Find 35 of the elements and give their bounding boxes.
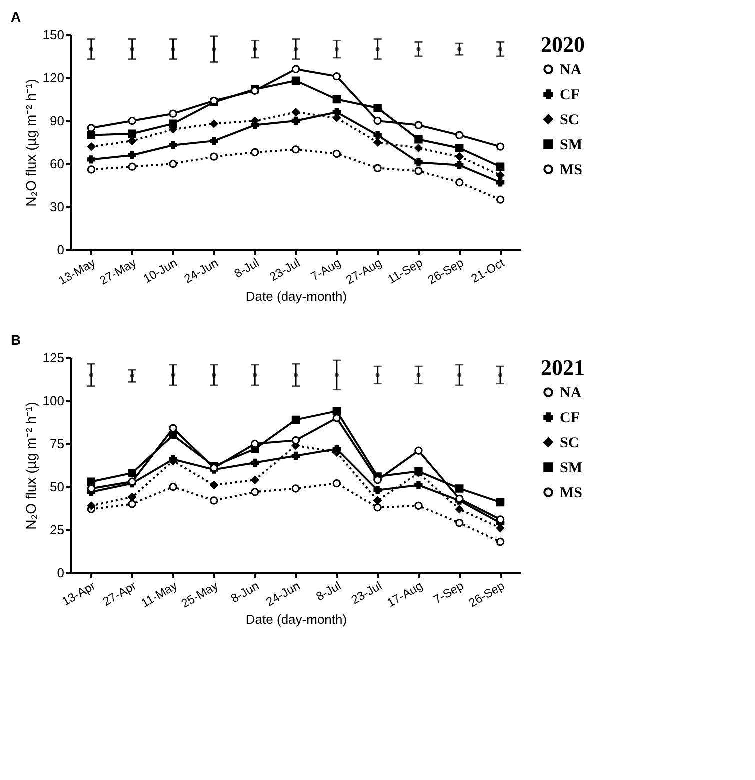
y-tick-label: 150 bbox=[42, 28, 64, 42]
y-tick-label: 90 bbox=[50, 114, 64, 128]
legend-label: SC bbox=[560, 112, 580, 128]
legend-title: 2021 bbox=[541, 355, 585, 380]
legend-label: SM bbox=[560, 460, 582, 476]
y-tick-label: 60 bbox=[50, 156, 64, 172]
legend-label: CF bbox=[560, 410, 580, 426]
x-tick-label: 7-Sep bbox=[431, 578, 466, 607]
legend-label: NA bbox=[560, 62, 582, 78]
x-axis-title: Date (day-month) bbox=[246, 289, 348, 304]
legend-label: SM bbox=[560, 138, 582, 154]
legend-label: SC bbox=[560, 436, 580, 452]
x-tick-label: 8-Jul bbox=[314, 578, 344, 604]
y-tick-label: 120 bbox=[42, 70, 64, 86]
y-tick-label: 50 bbox=[50, 480, 64, 494]
chart-title: A bbox=[11, 9, 22, 25]
y-tick-label: 25 bbox=[50, 522, 64, 538]
legend-label: MS bbox=[560, 162, 582, 178]
y-tick-label: 0 bbox=[57, 242, 64, 258]
chart-title: B bbox=[11, 332, 22, 348]
y-tick-label: 0 bbox=[57, 566, 64, 580]
y-axis-title: N₂O flux (µg m⁻² h⁻¹) bbox=[22, 402, 39, 530]
y-tick-label: 125 bbox=[42, 350, 64, 366]
x-tick-label: 8-Jun bbox=[228, 578, 262, 606]
x-axis-title: Date (day-month) bbox=[246, 612, 348, 628]
y-axis-title: N₂O flux (µg m⁻² h⁻¹) bbox=[22, 79, 39, 207]
x-tick-label: 7-Aug bbox=[308, 256, 344, 284]
y-tick-label: 30 bbox=[50, 200, 64, 214]
legend-title: 2020 bbox=[541, 32, 585, 57]
y-tick-label: 100 bbox=[42, 394, 64, 408]
legend-label: MS bbox=[560, 486, 582, 502]
legend-label: CF bbox=[560, 88, 580, 104]
x-tick-label: 8-Jul bbox=[232, 256, 262, 281]
y-tick-label: 75 bbox=[50, 436, 64, 452]
legend-label: NA bbox=[560, 386, 582, 402]
